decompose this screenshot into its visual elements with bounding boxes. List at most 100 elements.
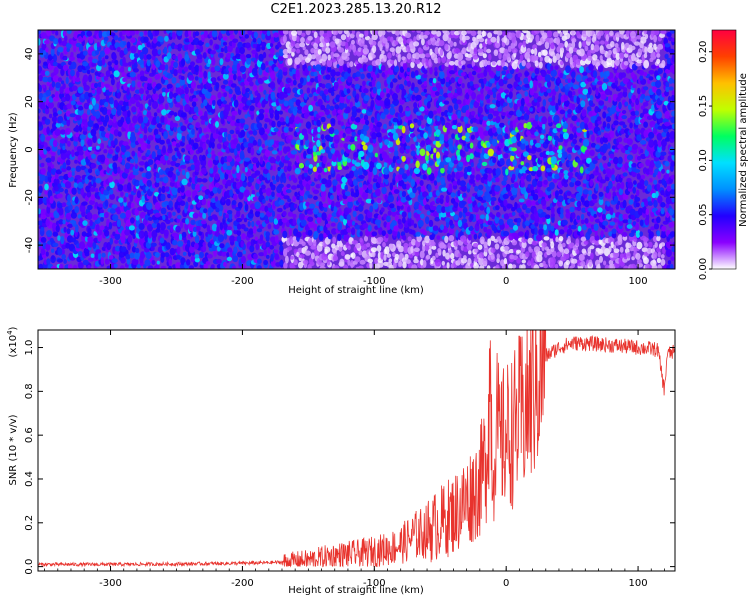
spectrogram-cell [259,85,264,93]
spectrogram-cell [38,208,42,215]
spectrogram-cell [330,216,335,222]
spectrogram-cell [288,228,292,236]
spectrogram-cell [122,77,127,83]
spectrogram-cell [389,107,396,116]
spectrogram-cell [383,108,389,115]
spectrogram-cell [109,208,116,214]
spectrogram-cell [447,242,452,249]
spectrogram-cell [348,170,355,179]
spectrogram-cell [239,46,246,55]
spectrogram-cell [496,211,501,218]
spectrogram-cell [112,214,119,222]
spectrogram-cell [156,123,163,129]
spectrogram-cell [361,109,367,114]
spectrogram-cell [54,128,61,136]
spectrogram-cell [108,176,113,183]
spectrogram-cell [94,49,100,56]
spectrogram-cell [495,205,500,211]
spectrogram-cell [123,200,127,207]
spectrogram-cell [357,213,364,222]
spectrogram-cell [62,64,69,72]
spectrogram-cell [478,184,484,191]
spectrogram-cell [312,166,317,172]
spectrogram-cell [232,169,236,174]
spectrogram-cell [75,132,80,138]
spectrogram-cell [511,239,518,246]
spectrogram-cell [101,81,105,89]
spectrogram-cell [511,147,517,152]
spectrogram-cell [384,97,391,107]
spectrogram-cell [270,139,275,145]
spectrogram-cell [428,248,432,256]
spectrogram-cell [57,46,64,53]
spectrogram-cell [534,114,539,122]
spectrogram-cell [334,104,340,110]
spectrogram-cell [194,175,198,184]
spectrogram-cell [206,139,210,145]
spectrogram-cell [475,174,481,181]
spectrogram-cell [161,87,167,93]
spectrogram-cell [66,42,72,49]
spectrogram-cell [134,124,140,130]
spectrogram-cell [252,225,257,234]
spectrogram-cell [194,76,199,81]
spectrogram-cell [117,92,121,99]
spectrogram-cell [469,75,475,82]
spectrogram-cell [301,32,306,37]
spectrogram-cell [410,178,415,188]
spectrogram-cell [257,93,261,101]
spectrogram-cell [145,171,152,180]
spectrogram-cell [87,138,93,147]
spectrogram-cell [227,247,233,253]
spectrogram-cell [46,126,50,135]
spectrogram-cell [465,123,471,129]
spectrogram-cell [305,138,310,148]
spectrogram-cell [227,210,233,215]
spectrogram-cell [323,167,328,173]
spectrogram-cell [246,76,253,82]
spectrogram-cell [105,70,111,77]
spectrogram-cell [157,49,162,55]
spectrogram-cell [346,135,351,141]
spectrogram-cell [169,166,174,172]
spectrogram-cell [351,166,356,171]
spectrogram-cell [336,184,341,191]
spectrogram-cell [249,245,255,253]
spectrogram-cell [66,228,71,235]
spectrogram-cell [162,145,166,154]
spectrogram-cell [390,36,394,43]
spectrogram-cell [470,30,477,37]
spectrogram-cell [256,220,261,226]
spectrogram-cell [67,223,73,228]
spectrogram-cell [146,179,152,187]
spectrogram-cell [303,93,308,100]
spectrogram-cell [240,129,246,138]
spectrogram-cell [482,116,489,121]
spectrogram-cell [179,200,186,206]
spectrogram-cell [298,162,305,169]
spectrogram-cell [440,167,445,174]
spectrogram-cell [299,143,304,151]
spectrogram-cell [223,131,228,138]
spectrogram-cell [222,79,229,85]
spectrogram-cell [38,197,44,205]
spectrogram-cell [199,45,204,53]
spectrogram-cell [153,112,158,117]
spectrogram-cell [184,104,191,113]
spectrogram-cell [127,234,133,244]
spectrogram-cell [87,236,94,243]
spectrogram-cell [177,195,183,203]
spectrogram-cell [346,61,350,68]
spectrogram-cell [490,197,497,202]
spectrogram-cell [297,105,303,111]
spectrogram-cell [181,178,188,186]
spectrogram-cell [198,127,203,134]
spectrogram-cell [205,42,210,48]
spectrogram-cell [420,213,425,219]
spectrogram-cell [320,183,326,192]
spectrogram-cell [469,225,474,231]
spectrogram-cell [302,46,306,51]
spectrogram-cell [182,251,187,256]
spectrogram-cell [90,128,97,137]
spectrogram-cell [534,226,538,236]
